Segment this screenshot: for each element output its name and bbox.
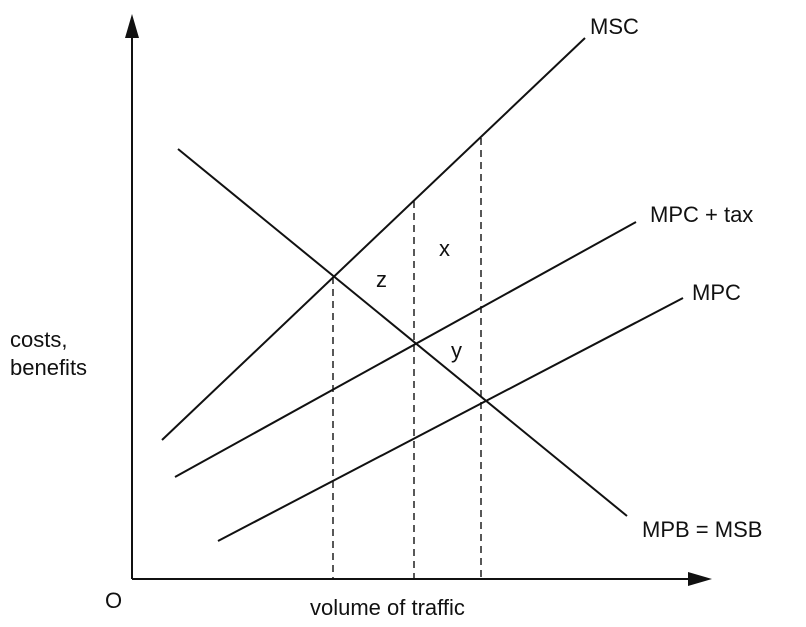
mpc-curve (217, 297, 684, 542)
x-axis-arrowhead (688, 572, 712, 586)
origin-label: O (105, 588, 122, 613)
mpc-tax-label: MPC + tax (650, 202, 753, 227)
msc-label: MSC (590, 14, 639, 39)
mpb-msb-label: MPB = MSB (642, 517, 762, 542)
y-axis-label-line2: benefits (10, 355, 87, 380)
mpc-label: MPC (692, 280, 741, 305)
y-axis-label-line1: costs, (10, 327, 67, 352)
area-z-label: z (376, 267, 387, 292)
msc-curve (161, 37, 586, 441)
area-y-label: y (451, 338, 462, 363)
mpc-tax-curve (174, 221, 637, 478)
area-x-label: x (439, 236, 450, 261)
mpb-msb-curve (177, 148, 628, 517)
x-axis-label: volume of traffic (310, 595, 465, 620)
y-axis-arrowhead (125, 14, 139, 38)
